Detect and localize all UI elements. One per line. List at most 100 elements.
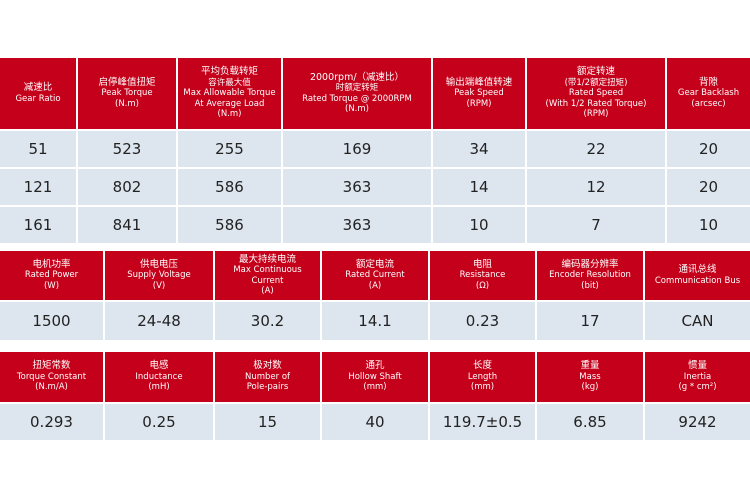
header-text: Resistance xyxy=(459,270,506,281)
header-text: 输出端峰值转速 xyxy=(445,76,513,88)
header-text: 长度 xyxy=(472,360,492,372)
data-cell: 121 xyxy=(0,169,76,205)
header-text: (mm) xyxy=(470,382,495,393)
data-cell: 161 xyxy=(0,207,76,243)
header-text: 通孔 xyxy=(365,360,385,372)
header-text: (RPM) xyxy=(466,98,492,109)
header-text: Peak Torque xyxy=(101,88,153,99)
header-cell: 2000rpm/（减速比） 时额定转矩 Rated Torque @ 2000RPM… xyxy=(283,58,431,129)
header-text: Communication Bus xyxy=(654,275,741,286)
data-cell: 40 xyxy=(322,404,428,440)
data-cell: 586 xyxy=(178,207,281,243)
header-text: Mass xyxy=(579,371,601,382)
header-cell: 最大持续电流 Max Continuous Current (A) xyxy=(215,251,320,300)
header-text: 编码器分辨率 xyxy=(561,258,619,270)
header-text: 减速比 xyxy=(23,82,53,93)
header-text: (bit) xyxy=(581,280,599,291)
header-text: 重量 xyxy=(580,360,600,372)
header-text: (N.m) xyxy=(115,98,139,109)
header-text: Gear Ratio xyxy=(15,93,61,104)
data-cell: 9242 xyxy=(645,404,750,440)
header-cell: 平均负载转矩 容许最大值 Max Allowable Torque At Averag… xyxy=(178,58,281,129)
header-cell: 电感 Inductance (mH) xyxy=(105,352,213,402)
data-cell: 0.293 xyxy=(0,404,103,440)
header-text: (With 1/2 Rated Torque) xyxy=(545,98,647,109)
data-cell: 51 xyxy=(0,131,76,167)
data-cell: 20 xyxy=(667,131,750,167)
header-text: Peak Speed xyxy=(454,88,504,99)
header-text: 通讯总线 xyxy=(678,264,717,275)
header-text: Rated Torque @ 2000RPM xyxy=(302,93,412,104)
header-text: Rated Power xyxy=(24,270,79,281)
header-text: (V) xyxy=(152,280,166,291)
header-text: 极对数 xyxy=(253,360,282,372)
data-cell: 12 xyxy=(527,169,665,205)
header-text: (W) xyxy=(43,280,60,291)
data-cell: 14 xyxy=(433,169,525,205)
data-cell: 0.23 xyxy=(430,302,535,340)
data-cell: 14.1 xyxy=(322,302,428,340)
header-cell: 编码器分辨率 Encoder Resolution (bit) xyxy=(537,251,643,300)
header-text: (带1/2额定扭矩) xyxy=(564,77,628,88)
header-text: 供电电压 xyxy=(139,258,178,270)
data-cell: 0.25 xyxy=(105,404,213,440)
header-cell: 减速比 Gear Ratio xyxy=(0,58,76,129)
data-cell: 24-48 xyxy=(105,302,213,340)
data-cell: 22 xyxy=(527,131,665,167)
header-cell: 重量 Mass (kg) xyxy=(537,352,643,402)
header-text: 惯量 xyxy=(687,360,707,372)
header-text: Pole-pairs xyxy=(246,382,289,393)
header-cell: 输出端峰值转速 Peak Speed (RPM) xyxy=(433,58,525,129)
header-cell: 通孔 Hollow Shaft (mm) xyxy=(322,352,428,402)
header-text: (A) xyxy=(261,286,274,296)
header-text: Torque Constant xyxy=(16,371,87,382)
header-text: (N.m/A) xyxy=(35,382,68,393)
header-text: Rated Current xyxy=(345,270,405,281)
header-text: Max Allowable Torque xyxy=(183,88,276,99)
data-cell: 255 xyxy=(178,131,281,167)
header-cell: 长度 Length (mm) xyxy=(430,352,535,402)
header-cell: 额定转速 (带1/2额定扭矩) Rated Speed (With 1/2 Rated… xyxy=(527,58,665,129)
header-text: Length xyxy=(467,371,498,382)
header-text: (g * cm²) xyxy=(678,382,717,393)
data-cell: 6.85 xyxy=(537,404,643,440)
header-text: Hollow Shaft xyxy=(348,371,402,382)
header-text: 最大持续电流 xyxy=(238,253,296,265)
data-cell: 7 xyxy=(527,207,665,243)
header-cell: 启停峰值扭矩 Peak Torque (N.m) xyxy=(78,58,176,129)
header-text: (N.m) xyxy=(217,109,242,120)
data-cell: 20 xyxy=(667,169,750,205)
header-cell: 电机功率 Rated Power (W) xyxy=(0,251,103,300)
header-text: Rated Speed xyxy=(568,88,624,99)
data-cell: 586 xyxy=(178,169,281,205)
header-text: 扭矩常数 xyxy=(32,360,71,372)
header-text: (arcsec) xyxy=(691,98,726,109)
header-text: 额定电流 xyxy=(355,258,394,270)
header-text: (N.m) xyxy=(345,104,369,114)
data-cell: 17 xyxy=(537,302,643,340)
header-cell: 背隙 Gear Backlash (arcsec) xyxy=(667,58,750,129)
data-cell: 363 xyxy=(283,169,431,205)
header-text: (mH) xyxy=(148,382,170,393)
header-text: 容许最大值 xyxy=(208,77,251,88)
data-cell: 841 xyxy=(78,207,176,243)
header-text: Number of xyxy=(244,371,291,382)
header-text: (kg) xyxy=(581,382,599,393)
header-text: (A) xyxy=(368,280,382,291)
header-cell: 电阻 Resistance (Ω) xyxy=(430,251,535,300)
header-text: (RPM) xyxy=(583,109,609,120)
data-cell: 523 xyxy=(78,131,176,167)
header-text: 启停峰值扭矩 xyxy=(98,76,156,88)
header-text: Gear Backlash xyxy=(677,88,740,99)
data-cell: CAN xyxy=(645,302,750,340)
header-text: (mm) xyxy=(363,382,387,393)
header-text: 额定转速 xyxy=(576,66,615,78)
header-text: Inertia xyxy=(683,371,712,382)
header-text: 时额定转矩 xyxy=(335,83,379,93)
header-text: 平均负载转矩 xyxy=(200,66,258,78)
data-cell: 34 xyxy=(433,131,525,167)
data-cell: 15 xyxy=(215,404,320,440)
header-cell: 额定电流 Rated Current (A) xyxy=(322,251,428,300)
header-text: At Average Load xyxy=(194,98,265,109)
